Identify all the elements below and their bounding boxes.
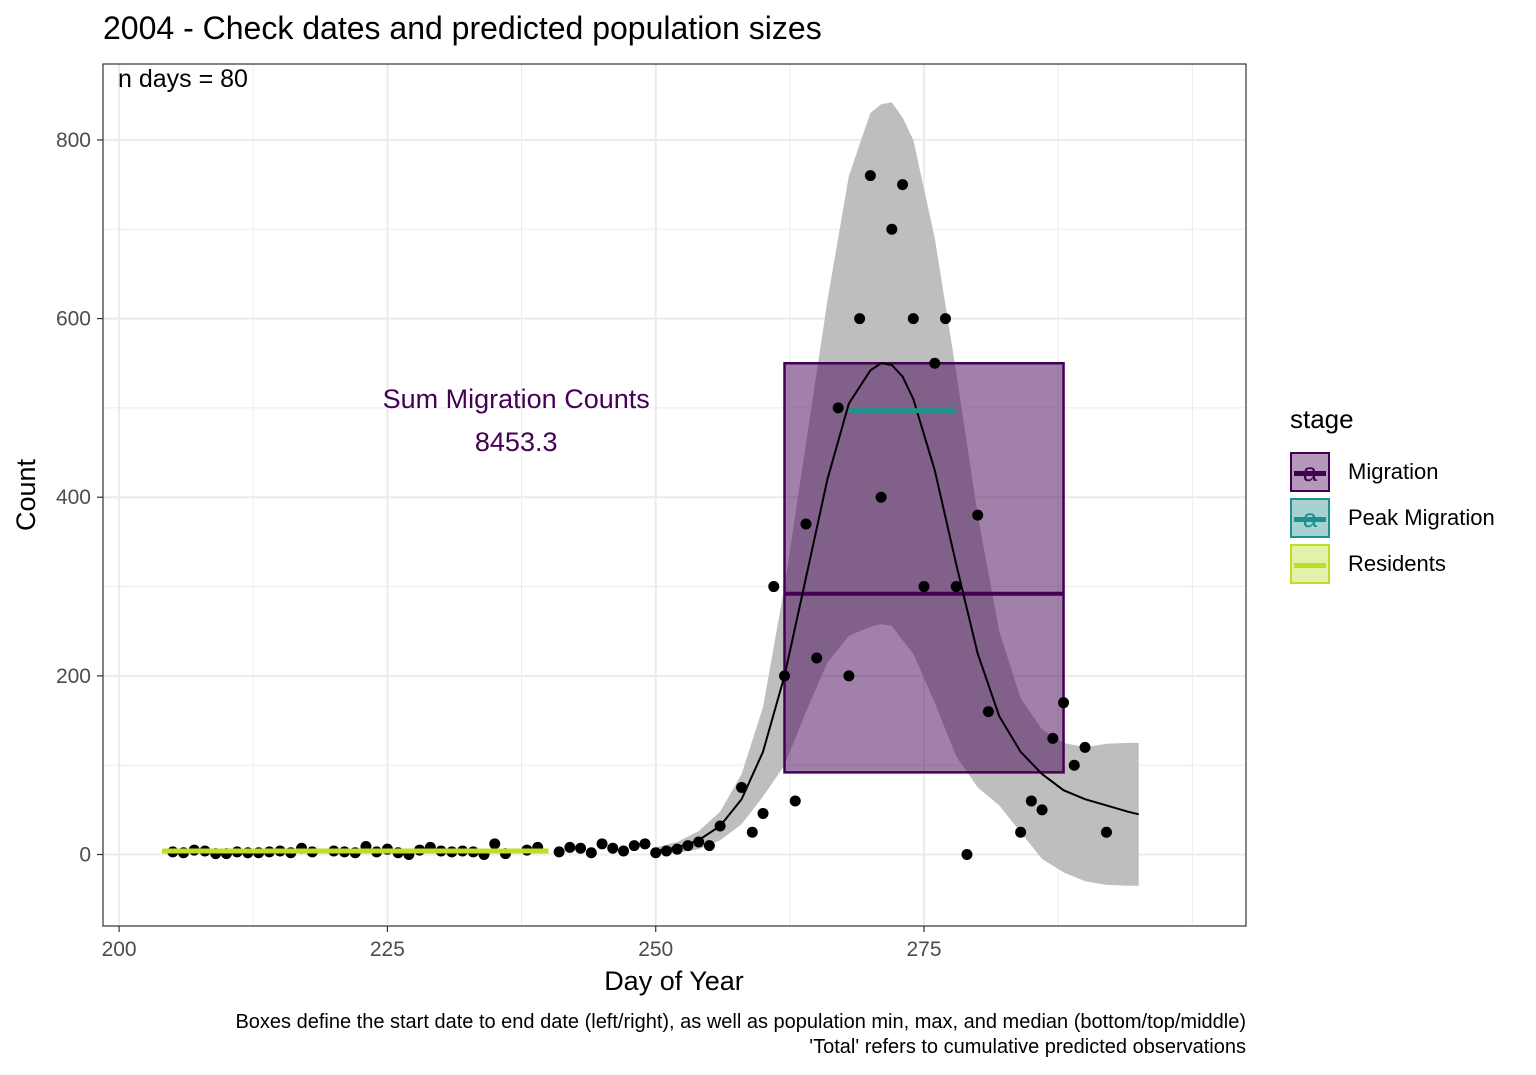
data-point bbox=[671, 843, 683, 855]
data-point bbox=[639, 838, 651, 850]
data-point bbox=[757, 807, 769, 819]
x-tick-label: 225 bbox=[370, 938, 405, 961]
data-point bbox=[553, 846, 565, 858]
legend: stage a Migration a Peak Migration Resid… bbox=[1290, 404, 1495, 587]
n-days-label: n days = 80 bbox=[118, 65, 248, 93]
data-point bbox=[1079, 741, 1091, 753]
sum-migration-value: 8453.3 bbox=[475, 427, 558, 457]
y-tick-label: 400 bbox=[56, 486, 91, 509]
legend-label-residents: Residents bbox=[1348, 551, 1446, 576]
legend-item-peak-migration: a Peak Migration bbox=[1290, 495, 1495, 541]
data-point bbox=[628, 840, 640, 852]
data-point bbox=[929, 357, 941, 369]
y-tick-label: 600 bbox=[56, 308, 91, 331]
x-tick-label: 275 bbox=[907, 938, 942, 961]
legend-label-peak-migration: Peak Migration bbox=[1348, 505, 1495, 530]
migration-box bbox=[783, 361, 1065, 774]
data-point bbox=[918, 581, 930, 593]
chart-title: 2004 - Check dates and predicted populat… bbox=[103, 10, 822, 46]
data-point bbox=[736, 782, 748, 794]
caption-line-1: Boxes define the start date to end date … bbox=[235, 1011, 1246, 1033]
data-point bbox=[1036, 804, 1048, 816]
axes: 200 225 250 275 0 200 400 600 800 bbox=[56, 129, 942, 961]
data-point bbox=[746, 826, 758, 838]
data-point bbox=[768, 581, 780, 593]
data-point bbox=[907, 313, 919, 325]
x-tick-label: 250 bbox=[638, 938, 673, 961]
data-point bbox=[939, 313, 951, 325]
data-point bbox=[693, 836, 705, 848]
data-point bbox=[1100, 826, 1112, 838]
panel-border bbox=[102, 63, 1247, 927]
data-point bbox=[950, 581, 962, 593]
stage-boxes bbox=[783, 361, 1065, 774]
legend-key-peak-migration: a bbox=[1290, 498, 1330, 538]
data-point bbox=[789, 795, 801, 807]
y-axis-label: Count bbox=[11, 458, 41, 531]
y-tick-label: 0 bbox=[79, 844, 91, 867]
data-point bbox=[682, 840, 694, 852]
y-tick-label: 200 bbox=[56, 665, 91, 688]
data-point bbox=[585, 847, 597, 859]
legend-item-migration: a Migration bbox=[1290, 449, 1495, 495]
data-point bbox=[779, 670, 791, 682]
legend-title: stage bbox=[1290, 404, 1354, 434]
data-point bbox=[489, 838, 501, 850]
sum-migration-label: Sum Migration Counts bbox=[383, 384, 650, 414]
data-point bbox=[832, 402, 844, 414]
data-point bbox=[1025, 795, 1037, 807]
data-point bbox=[897, 179, 909, 191]
data-point bbox=[886, 223, 898, 235]
legend-label-migration: Migration bbox=[1348, 459, 1439, 484]
data-point bbox=[575, 842, 587, 854]
x-tick-label: 200 bbox=[102, 938, 137, 961]
data-point bbox=[1058, 697, 1070, 709]
data-point bbox=[800, 518, 812, 530]
data-point bbox=[564, 841, 576, 853]
data-point bbox=[596, 838, 608, 850]
data-point bbox=[961, 849, 973, 861]
data-point bbox=[714, 820, 726, 832]
x-axis-label: Day of Year bbox=[604, 966, 744, 996]
data-point bbox=[875, 491, 887, 503]
data-point bbox=[618, 845, 630, 857]
legend-key-residents bbox=[1290, 544, 1330, 584]
data-point bbox=[1015, 826, 1027, 838]
data-point bbox=[982, 706, 994, 718]
legend-item-residents: Residents bbox=[1290, 541, 1495, 587]
data-point bbox=[660, 845, 672, 857]
caption-line-2: 'Total' refers to cumulative predicted o… bbox=[809, 1036, 1246, 1058]
data-point bbox=[1068, 759, 1080, 771]
stage-segments bbox=[162, 408, 957, 854]
data-point bbox=[650, 847, 662, 859]
y-tick-label: 800 bbox=[56, 129, 91, 152]
data-point bbox=[972, 509, 984, 521]
data-point bbox=[607, 842, 619, 854]
data-point bbox=[843, 670, 855, 682]
data-point bbox=[811, 652, 823, 664]
data-point bbox=[864, 170, 876, 182]
data-point bbox=[1047, 732, 1059, 744]
data-point bbox=[854, 313, 866, 325]
legend-key-migration: a bbox=[1290, 452, 1330, 492]
data-point bbox=[703, 840, 715, 852]
